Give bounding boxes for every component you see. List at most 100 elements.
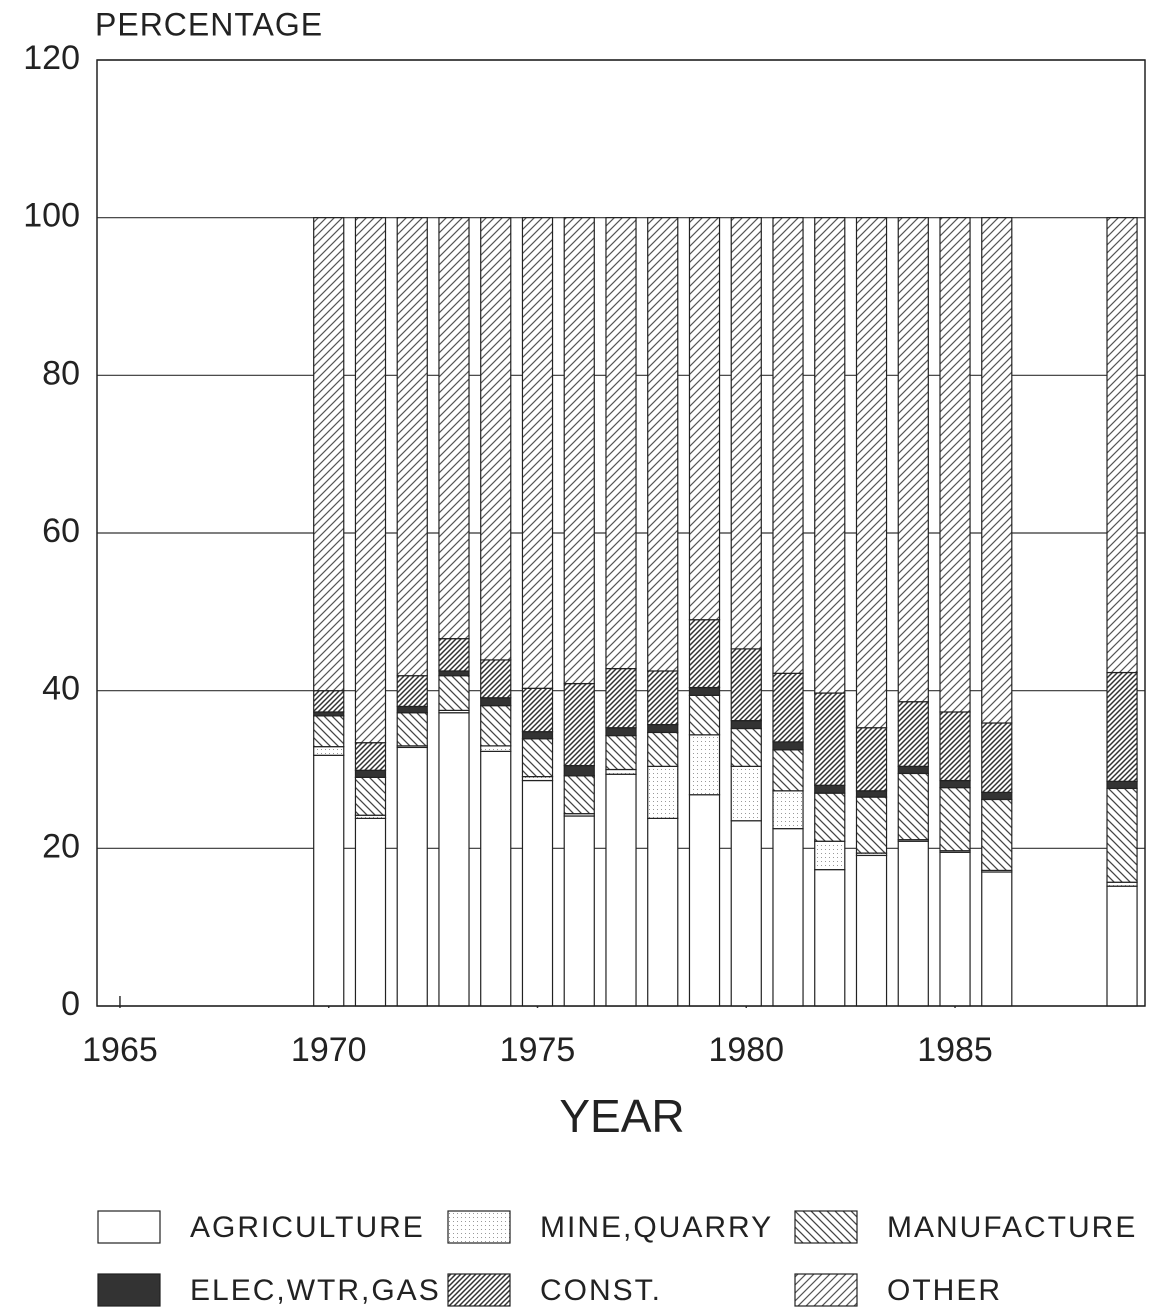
bar-segment xyxy=(897,701,929,767)
bar-segment xyxy=(313,217,345,692)
bar-segment xyxy=(814,692,846,786)
bar-segment xyxy=(688,619,721,689)
legend-label: MANUFACTURE xyxy=(887,1211,1137,1244)
bar-segment xyxy=(521,779,554,1007)
bar-segment xyxy=(354,742,387,771)
x-axis-label: YEAR xyxy=(559,1090,684,1142)
bar-segment xyxy=(730,820,762,1007)
bar-segment xyxy=(396,705,428,714)
legend-label: ELEC,WTR,GAS xyxy=(190,1274,441,1307)
bar-segment xyxy=(855,854,888,1007)
x-tick-label: 1985 xyxy=(917,1031,993,1069)
bar-segment xyxy=(939,851,971,1007)
bar-segment xyxy=(605,768,637,775)
x-tick-label: 1970 xyxy=(291,1031,367,1069)
y-tick-label: 0 xyxy=(61,985,80,1023)
bar-segment xyxy=(396,712,428,747)
legend-swatch xyxy=(97,1210,161,1244)
bar-segment xyxy=(1106,787,1138,883)
bar-segment xyxy=(480,217,512,661)
bar-segment xyxy=(396,675,428,708)
bar-segment xyxy=(855,796,888,854)
bar-segment xyxy=(939,779,971,789)
y-tick-label: 100 xyxy=(23,197,80,235)
legend-label: AGRICULTURE xyxy=(190,1211,425,1244)
bar-segment xyxy=(647,731,679,767)
bar-segment xyxy=(897,772,929,841)
bar-segment xyxy=(730,648,762,722)
bar-segment xyxy=(814,217,846,694)
bar-segment xyxy=(521,738,554,778)
bar-segment xyxy=(730,765,762,822)
bar-segment xyxy=(772,217,804,674)
plot-frame xyxy=(96,59,1146,1007)
bar-segment xyxy=(688,686,721,696)
bar-segment xyxy=(939,711,971,782)
bar-segment xyxy=(354,776,387,816)
bar-segment xyxy=(605,773,637,1007)
y-tick-label: 20 xyxy=(42,827,80,865)
bar-segment xyxy=(313,715,345,748)
bar-segment xyxy=(981,791,1013,801)
chart-title: PERCENTAGE xyxy=(95,6,323,42)
bar-segment xyxy=(730,217,762,650)
bar-segment xyxy=(772,790,804,830)
bar-segment xyxy=(563,682,595,767)
bar-segment xyxy=(855,217,888,729)
bar-segment xyxy=(480,750,512,1007)
bar-segment xyxy=(1106,671,1138,782)
legend-swatch xyxy=(447,1210,511,1244)
bar-segment xyxy=(1106,217,1138,674)
bar-segment xyxy=(981,217,1013,724)
bar-segment xyxy=(647,723,679,734)
bar-segment xyxy=(605,217,637,670)
bar-segment xyxy=(939,217,971,713)
y-tick-label: 80 xyxy=(42,354,80,392)
bar-segment xyxy=(772,749,804,792)
bar-segment xyxy=(647,765,679,819)
bar-segment xyxy=(480,697,512,707)
bar-segment xyxy=(897,217,929,703)
legend-swatch xyxy=(447,1273,511,1307)
x-tick-label: 1975 xyxy=(500,1031,576,1069)
bar-segment xyxy=(688,734,721,796)
bar-segment xyxy=(563,775,595,815)
bar-segment xyxy=(563,815,595,1007)
bar-segment xyxy=(772,828,804,1007)
bar-segment xyxy=(354,817,387,1007)
x-tick-label: 1965 xyxy=(82,1031,158,1069)
bar-segment xyxy=(313,746,345,756)
bar-segment xyxy=(521,687,554,733)
bar-segment xyxy=(438,670,470,677)
bar-segment xyxy=(730,720,762,730)
legend-swatch xyxy=(794,1273,858,1307)
legend-swatch xyxy=(794,1210,858,1244)
bar-segment xyxy=(438,675,470,711)
bar-segment xyxy=(438,217,470,640)
bar-segment xyxy=(605,735,637,771)
legend-label: MINE,QUARRY xyxy=(540,1211,773,1244)
bar-segment xyxy=(605,667,637,729)
bar-segment xyxy=(855,790,888,798)
bar-segment xyxy=(521,217,554,689)
bar-segment xyxy=(730,727,762,767)
bar-segment xyxy=(521,731,554,740)
bar-segment xyxy=(480,705,512,747)
y-tick-label: 40 xyxy=(42,670,80,708)
bar-segment xyxy=(438,638,470,672)
bar-segment xyxy=(647,670,679,726)
bar-segment xyxy=(939,787,971,852)
bar-segment xyxy=(981,798,1013,872)
bar-segment xyxy=(313,690,345,713)
bar-segment xyxy=(396,217,428,677)
legend-label: OTHER xyxy=(887,1274,1002,1307)
y-tick-label: 60 xyxy=(42,512,80,550)
bar-segment xyxy=(897,765,929,775)
bar-segment xyxy=(814,792,846,842)
bar-segment xyxy=(396,746,428,1007)
bar-segment xyxy=(313,754,345,1007)
bar-segment xyxy=(647,217,679,672)
bar-segment xyxy=(605,727,637,737)
x-tick-label: 1980 xyxy=(708,1031,784,1069)
